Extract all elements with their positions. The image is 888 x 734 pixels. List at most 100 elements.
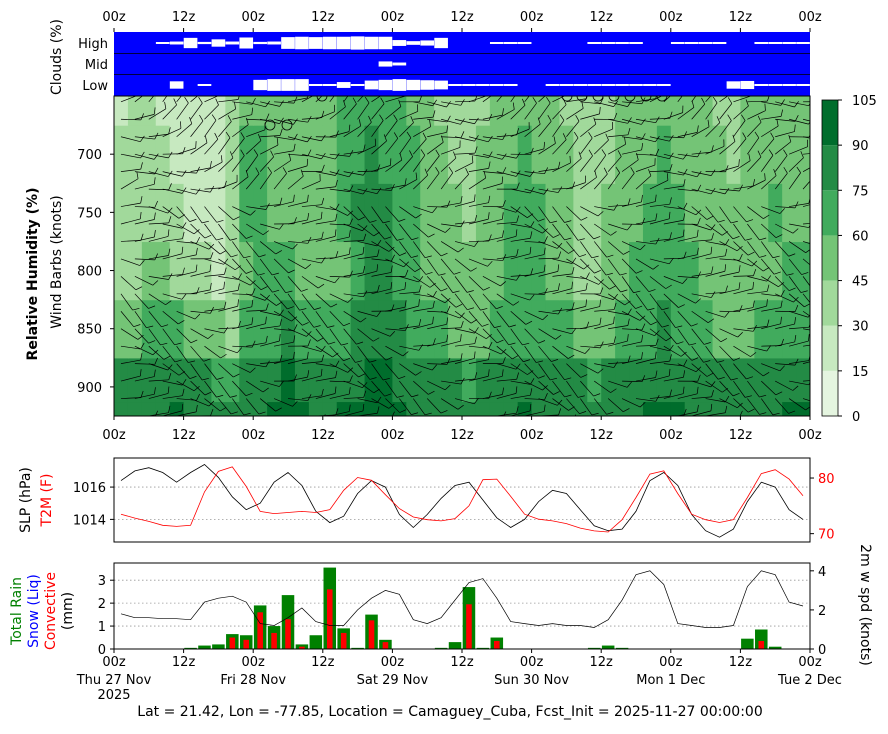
rh-cell [754,401,769,416]
rh-cell [211,96,226,126]
rh-cell [434,125,449,184]
cloud-box-high [601,42,615,44]
bottom-tick-label: 12z [311,655,335,670]
cloud-box-low [351,84,365,86]
rh-cell [448,96,463,126]
colorbar-tick-label: 45 [852,275,869,290]
rh-bottom-tick-label: 00z [381,428,405,443]
cloud-box-low [253,80,267,90]
date-label: Mon 1 Dec [636,673,705,688]
rh-cell [420,300,435,359]
cloud-box-high [796,42,810,44]
rh-cell [504,96,519,126]
cloud-box-low [615,84,629,86]
rh-cell [782,125,797,184]
date-sublabel: 2025 [97,688,130,703]
convective-bar [243,640,249,649]
rh-cell [295,241,310,300]
wind-barb [399,416,415,429]
cloud-row-label: High [78,37,108,52]
t2m-tick-label: 80 [818,472,835,487]
slp-axis-label: SLP (hPa) [18,467,34,533]
cloud-box-high [420,40,434,45]
cloud-box-low [504,84,518,86]
rh-cell [225,401,240,416]
cloud-box-low [379,80,393,90]
rh-cell [253,125,268,184]
cloud-box-low [337,82,351,88]
rh-cell [699,96,714,126]
convective-bar [285,619,291,649]
cloud-box-high [713,42,727,44]
cloud-box-low [281,79,295,91]
rh-ytick-label: 900 [77,381,102,396]
rh-cell [532,401,547,416]
total-rain-bar [602,646,615,649]
rh-bottom-tick-label: 12z [450,428,474,443]
rh-cell [142,401,157,416]
rh-cell [601,401,616,416]
convective-bar [327,589,333,649]
cloud-box-low [198,84,212,86]
top-tick-label: 00z [520,10,544,25]
rh-cell [406,96,421,126]
rh-cell [476,96,491,126]
bottom-tick-label: 00z [798,655,822,670]
rh-cell [128,96,143,126]
rh-cell [754,183,769,242]
rh-cell [184,125,199,184]
rh-cell [796,358,811,402]
wind-barb [302,416,322,420]
rh-cell [378,125,393,184]
rh-cell [128,241,143,300]
wind-barb-flag [584,422,589,426]
rh-cell [267,358,282,402]
colorbar-segment [822,326,838,371]
rh-cell [392,401,407,416]
cloud-box-low [546,84,560,86]
colorbar-segment [822,190,838,235]
colorbar-segment [822,281,838,326]
t2m-tick-label: 70 [818,528,835,543]
wind-barb [455,416,471,429]
rh-cell [643,183,658,242]
total-rain-bar [310,635,323,649]
rh-cell [253,241,268,300]
rh-cell [476,183,491,242]
rh-cell [671,401,686,416]
t2m-series-line [121,467,803,532]
wind-barbs-axis-label: Wind Barbs (knots) [49,195,65,328]
rh-cell [601,125,616,184]
wind-barb-flag [763,424,769,428]
top-tick-label: 00z [242,10,266,25]
cloud-box-high [156,42,170,44]
wind-barb-flag [752,418,757,423]
rh-ytick-label: 750 [77,206,102,221]
cloud-box-low [448,84,462,86]
total-rain-bar [198,646,211,649]
rh-cell [239,241,254,300]
rh-cell [490,401,505,416]
rh-cell [156,241,171,300]
rh-cell [546,96,561,126]
wind-barb [566,416,583,426]
cloud-box-high [629,42,643,44]
rh-cell [128,183,143,242]
rh-bottom-tick-label: 00z [798,428,822,443]
rh-ytick-label: 850 [77,323,102,338]
rh-cell [657,241,672,300]
rh-cell [768,241,783,300]
precip-label-snow: Snow (Liq) [26,574,42,648]
wind-barb [775,416,786,432]
top-tick-label: 00z [798,10,822,25]
wind-barb [274,416,288,430]
rh-bottom-tick-label: 12z [729,428,753,443]
rh-cell [365,125,380,184]
cloud-box-high [671,42,685,44]
colorbar-tick-label: 60 [852,229,869,244]
rh-cell [392,183,407,242]
top-tick-label: 12z [172,10,196,25]
